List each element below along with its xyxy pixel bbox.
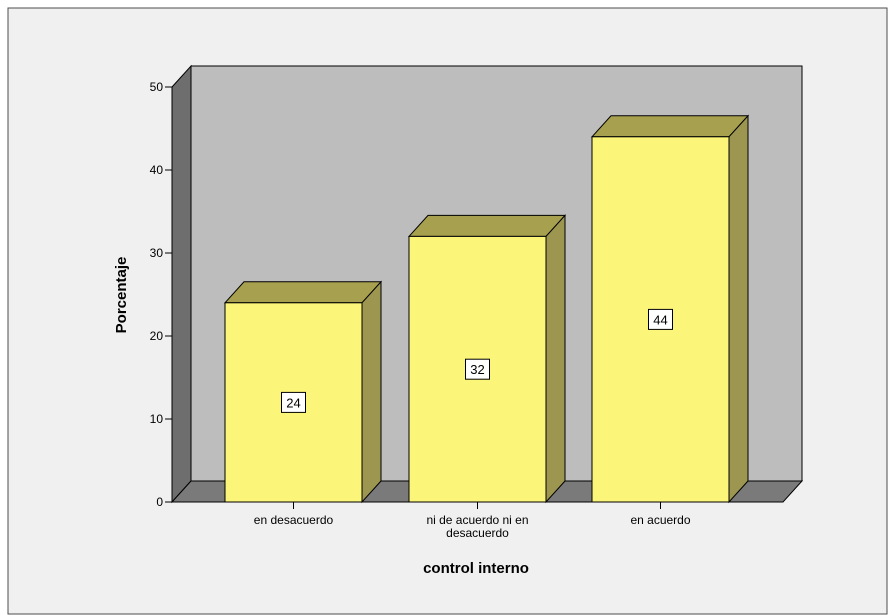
data-label: 32 xyxy=(470,362,484,377)
bar-top xyxy=(223,281,383,304)
bar-top xyxy=(590,115,750,138)
bar: 44 xyxy=(590,114,750,509)
y-tick-label: 50 xyxy=(150,80,164,94)
bar-top xyxy=(407,214,567,237)
x-axis-labels: en desacuerdo ni de acuerdo ni en desacuer… xyxy=(254,513,691,540)
bar-side xyxy=(728,114,749,504)
data-label-box xyxy=(648,308,673,330)
bar: 32 xyxy=(407,214,567,509)
data-label: 24 xyxy=(286,395,300,410)
bar-side xyxy=(361,280,382,504)
y-tick-label: 30 xyxy=(150,246,164,260)
y-axis: 0 10 20 30 40 50 xyxy=(150,80,172,509)
left-wall xyxy=(171,64,192,504)
y-tick-label: 10 xyxy=(150,412,164,426)
x-category-label: en acuerdo xyxy=(630,513,690,527)
y-axis-title: Porcentaje xyxy=(113,257,130,334)
data-label-box xyxy=(281,391,306,413)
bar-side xyxy=(545,214,566,504)
y-tick-label: 40 xyxy=(150,163,164,177)
x-category-label: en desacuerdo xyxy=(254,513,334,527)
data-label: 44 xyxy=(653,312,667,327)
data-label-box xyxy=(465,358,490,380)
x-axis-title: control interno xyxy=(423,560,529,577)
bar: 24 xyxy=(223,280,383,509)
bars: 24 32 44 xyxy=(223,114,750,509)
y-tick-label: 20 xyxy=(150,329,164,343)
x-category-label: ni de acuerdo ni en desacuerdo xyxy=(426,513,528,540)
y-tick-label: 0 xyxy=(156,495,163,509)
